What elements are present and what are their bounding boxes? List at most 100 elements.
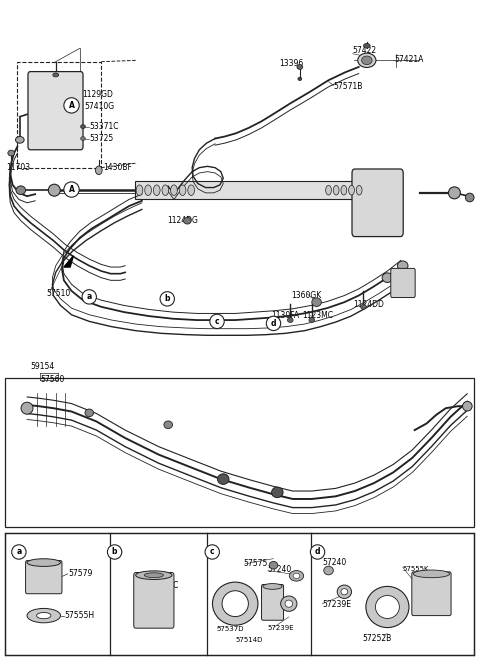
Text: 11703: 11703 (6, 163, 31, 172)
Ellipse shape (272, 487, 283, 497)
Ellipse shape (81, 137, 85, 140)
Text: 57211B: 57211B (383, 273, 412, 282)
Ellipse shape (8, 150, 14, 156)
Ellipse shape (48, 184, 60, 196)
Text: c: c (215, 317, 219, 326)
Ellipse shape (366, 586, 409, 627)
FancyBboxPatch shape (412, 572, 451, 616)
Ellipse shape (312, 298, 322, 307)
Bar (17, 62, 101, 168)
Text: 57252B: 57252B (362, 633, 392, 643)
Ellipse shape (64, 98, 79, 113)
Ellipse shape (15, 137, 24, 143)
Text: 57514D: 57514D (235, 637, 263, 643)
Ellipse shape (360, 304, 366, 309)
FancyBboxPatch shape (391, 268, 415, 297)
Ellipse shape (12, 544, 26, 559)
Text: A: A (69, 185, 74, 194)
Ellipse shape (108, 544, 122, 559)
Ellipse shape (21, 402, 33, 414)
Text: b: b (112, 548, 117, 556)
Ellipse shape (361, 56, 372, 64)
Ellipse shape (162, 185, 168, 195)
Ellipse shape (448, 187, 460, 199)
Ellipse shape (288, 317, 293, 323)
Text: 57571B: 57571B (333, 82, 363, 92)
Text: d: d (271, 319, 276, 328)
FancyBboxPatch shape (28, 72, 83, 150)
Text: 1430BF: 1430BF (104, 163, 132, 172)
Ellipse shape (170, 185, 177, 195)
Text: 57242C: 57242C (149, 580, 179, 590)
Ellipse shape (413, 570, 450, 578)
Text: d: d (315, 548, 320, 556)
Ellipse shape (298, 77, 302, 80)
Ellipse shape (341, 588, 348, 595)
Ellipse shape (463, 402, 472, 411)
Text: 1124DD: 1124DD (353, 299, 384, 309)
Text: 1130FA: 1130FA (272, 311, 300, 320)
Ellipse shape (16, 186, 25, 195)
Ellipse shape (188, 185, 194, 195)
Ellipse shape (145, 185, 152, 195)
Ellipse shape (293, 573, 300, 578)
Ellipse shape (375, 596, 399, 618)
Ellipse shape (160, 291, 174, 306)
Ellipse shape (82, 290, 96, 304)
Ellipse shape (64, 182, 79, 197)
Ellipse shape (289, 570, 304, 581)
Ellipse shape (348, 185, 354, 195)
Ellipse shape (356, 185, 362, 195)
Ellipse shape (325, 185, 331, 195)
Text: 57579: 57579 (69, 569, 93, 578)
Ellipse shape (324, 566, 333, 575)
Ellipse shape (382, 273, 393, 282)
Ellipse shape (222, 591, 248, 617)
Ellipse shape (154, 185, 160, 195)
Text: 57510: 57510 (46, 289, 71, 298)
Text: 57410G: 57410G (84, 102, 115, 111)
Text: 57239E: 57239E (268, 625, 294, 631)
Text: 1129GD: 1129GD (82, 90, 113, 100)
Ellipse shape (337, 585, 351, 598)
FancyBboxPatch shape (352, 169, 403, 236)
Ellipse shape (164, 421, 172, 428)
Ellipse shape (36, 612, 51, 619)
FancyBboxPatch shape (134, 572, 174, 628)
Ellipse shape (363, 43, 370, 48)
Ellipse shape (397, 261, 408, 270)
Text: 57537D: 57537D (216, 626, 243, 632)
Ellipse shape (217, 474, 229, 484)
FancyBboxPatch shape (262, 584, 284, 620)
Bar (5, 533, 474, 655)
Ellipse shape (27, 559, 60, 566)
Ellipse shape (266, 316, 281, 331)
Ellipse shape (281, 596, 297, 612)
Ellipse shape (269, 561, 278, 569)
Ellipse shape (136, 571, 172, 580)
Text: 57240: 57240 (323, 558, 347, 567)
FancyBboxPatch shape (25, 560, 62, 594)
Ellipse shape (341, 185, 347, 195)
Text: 57421A: 57421A (394, 54, 423, 64)
Ellipse shape (263, 584, 282, 590)
Ellipse shape (466, 193, 474, 202)
Ellipse shape (179, 185, 186, 195)
Ellipse shape (297, 64, 303, 69)
Ellipse shape (333, 185, 339, 195)
Bar (135, 181, 376, 199)
Text: 1360GK: 1360GK (292, 291, 322, 300)
Ellipse shape (205, 544, 219, 559)
Text: 1124DG: 1124DG (167, 216, 198, 225)
Ellipse shape (210, 314, 224, 329)
Text: 13396: 13396 (279, 59, 303, 68)
Bar (5, 378, 474, 527)
Ellipse shape (81, 125, 85, 129)
Ellipse shape (358, 53, 376, 68)
Ellipse shape (213, 582, 258, 625)
Text: 57422: 57422 (352, 46, 377, 55)
Text: a: a (16, 548, 22, 556)
Ellipse shape (285, 600, 293, 608)
Text: 57555K: 57555K (403, 566, 429, 572)
Ellipse shape (27, 608, 60, 623)
